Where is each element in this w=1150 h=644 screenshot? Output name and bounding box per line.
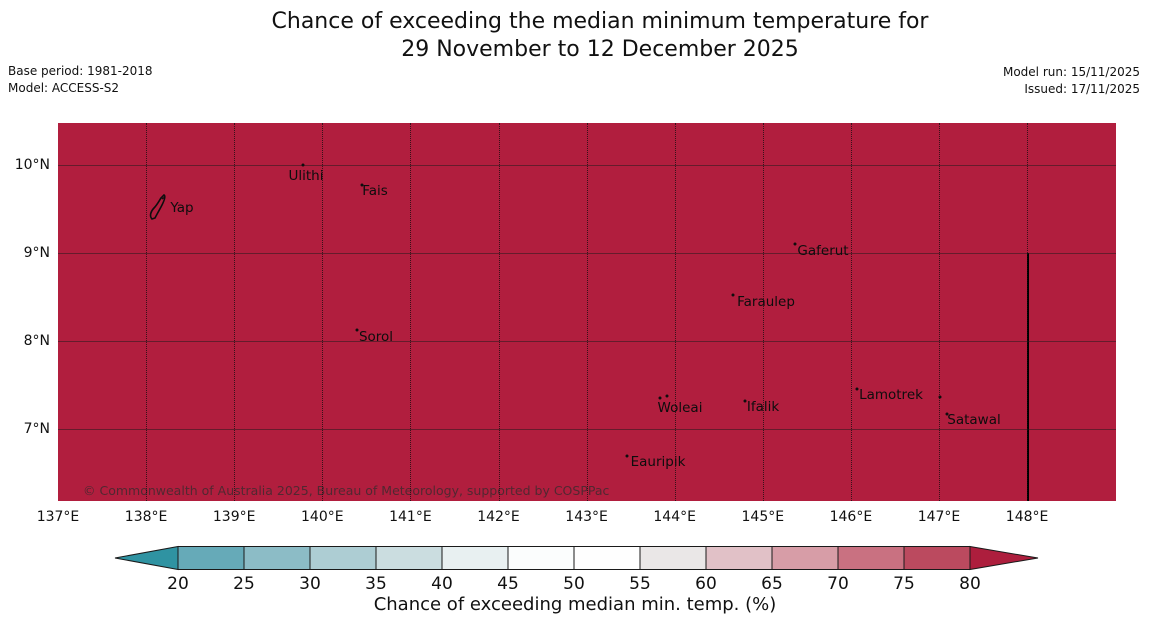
longitude-tick-label: 141°E — [389, 509, 432, 525]
island-label: Faraulep — [737, 294, 795, 310]
colorbar-tick-label: 80 — [959, 574, 981, 594]
map-panel: © Commonwealth of Australia 2025, Bureau… — [58, 123, 1116, 501]
longitude-tick-label: 138°E — [124, 509, 168, 525]
island-marker — [731, 293, 735, 297]
meridian-gridline — [1027, 123, 1029, 501]
island-marker — [625, 454, 629, 458]
island-marker — [658, 396, 662, 400]
colorbar-tick-label: 60 — [695, 574, 717, 594]
model-info: Base period: 1981-2018 Model: ACCESS-S2 — [8, 63, 153, 97]
island-label: Gaferut — [797, 243, 849, 259]
island-label: Ulithi — [288, 168, 324, 184]
colorbar-tick-label: 40 — [431, 574, 453, 594]
longitude-tick-label: 139°E — [212, 509, 256, 525]
island-label: Fais — [362, 183, 388, 199]
longitude-tick-label: 147°E — [917, 509, 961, 525]
run-info: Model run: 15/11/2025 Issued: 17/11/2025 — [1003, 64, 1140, 98]
island-marker — [301, 163, 305, 167]
parallel-gridline — [58, 165, 1116, 166]
island-label: Ifalik — [746, 399, 780, 415]
island-label: Sorol — [358, 329, 394, 345]
island-marker — [665, 394, 669, 398]
colorbar-tick-label: 45 — [497, 574, 519, 594]
island-label: Woleai — [657, 400, 703, 416]
island-label: Lamotrek — [859, 387, 923, 403]
issued-text: Issued: 17/11/2025 — [1024, 81, 1140, 96]
island-label: Yap — [170, 200, 194, 216]
model-run-text: Model run: 15/11/2025 — [1002, 65, 1140, 79]
meridian-gridline — [850, 123, 852, 501]
longitude-tick-label: 145°E — [741, 509, 785, 525]
longitude-tick-label: 140°E — [301, 509, 344, 525]
meridian-gridline — [146, 123, 148, 501]
meridian-gridline — [939, 123, 940, 501]
figure-title: Chance of exceeding the median minimum t… — [50, 8, 1150, 64]
island-marker — [938, 395, 942, 399]
colorbar-tick-label: 30 — [299, 574, 321, 594]
parallel-gridline — [58, 341, 1116, 342]
island-marker — [355, 328, 359, 332]
state-border-line — [1027, 253, 1030, 501]
island-marker — [855, 387, 859, 391]
colorbar-tick-label: 70 — [827, 574, 849, 594]
colorbar-tick-label: 25 — [233, 574, 255, 594]
longitude-tick-label: 137°E — [36, 509, 80, 525]
colorbar-label: Chance of exceeding median min. temp. (%… — [373, 594, 777, 615]
meridian-gridline — [674, 123, 676, 501]
colorbar-tick-label: 50 — [563, 574, 585, 594]
island-marker — [360, 183, 364, 187]
colorbar-tick-label: 75 — [893, 574, 915, 594]
meridian-gridline — [410, 123, 412, 501]
parallel-gridline — [58, 253, 1116, 254]
yap-island-outline-icon — [149, 194, 166, 220]
title-line-1: Chance of exceeding the median minimum t… — [271, 9, 929, 34]
latitude-tick-label: 8°N — [23, 333, 50, 349]
meridian-gridline — [762, 123, 764, 501]
copyright-text: © Commonwealth of Australia 2025, Bureau… — [83, 483, 610, 498]
latitude-tick-label: 10°N — [14, 157, 50, 173]
longitude-tick-label: 143°E — [565, 509, 608, 525]
meridian-gridline — [498, 123, 500, 501]
longitude-tick-label: 146°E — [829, 509, 873, 525]
longitude-tick-label: 144°E — [653, 509, 696, 525]
colorbar-tick-label: 65 — [761, 574, 783, 594]
island-marker — [793, 242, 797, 246]
title-line-2: 29 November to 12 December 2025 — [401, 37, 799, 63]
meridian-gridline — [586, 123, 588, 501]
colorbar-tick-label: 20 — [167, 574, 189, 594]
colorbar-tick-label: 35 — [365, 574, 387, 594]
island-label: Eauripik — [630, 454, 686, 470]
island-label: Satawal — [947, 412, 1001, 428]
colorbar-tick-label: 55 — [629, 574, 651, 594]
longitude-tick-label: 142°E — [477, 509, 520, 525]
colorbar — [114, 545, 1039, 571]
meridian-gridline — [234, 123, 236, 501]
base-period-text: Base period: 1981-2018 — [8, 64, 153, 78]
longitude-tick-label: 148°E — [1005, 509, 1049, 525]
model-name-text: Model: ACCESS-S2 — [8, 80, 120, 95]
island-marker — [743, 399, 747, 403]
latitude-tick-label: 9°N — [23, 245, 50, 261]
island-marker — [945, 412, 949, 416]
latitude-tick-label: 7°N — [23, 421, 50, 437]
meridian-gridline — [322, 123, 324, 501]
parallel-gridline — [58, 429, 1116, 430]
